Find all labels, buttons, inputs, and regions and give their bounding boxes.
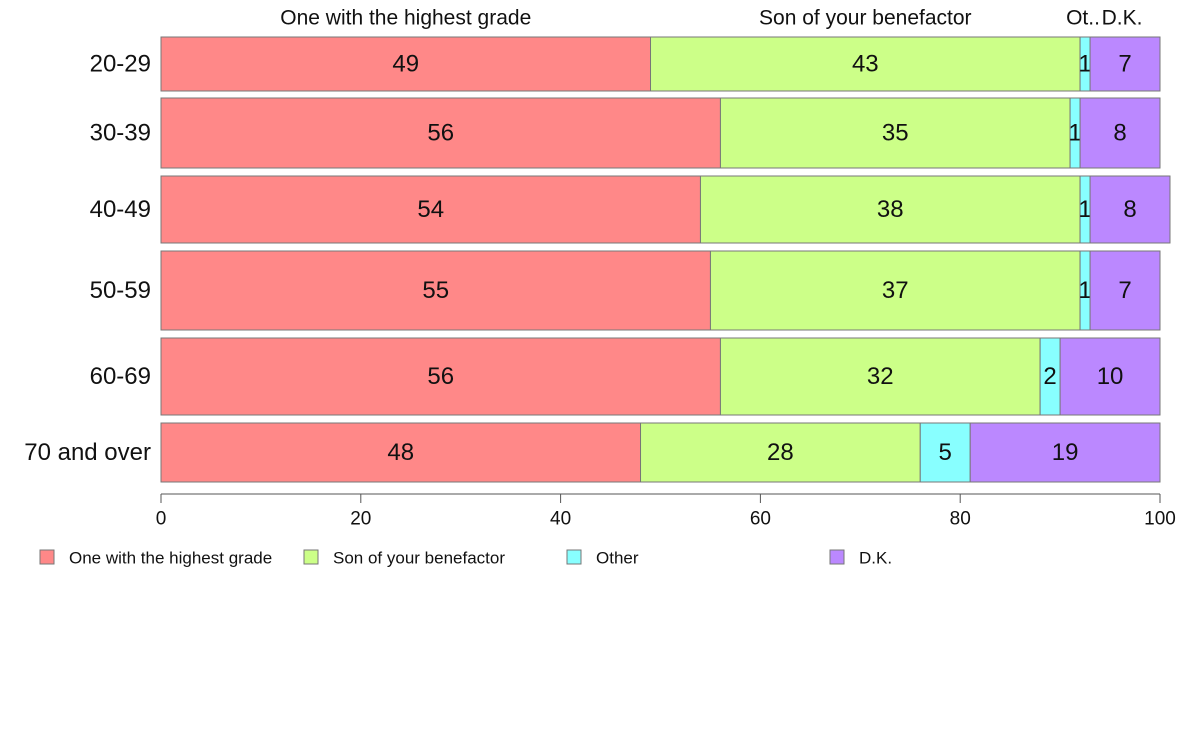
bar-segment (160, 422, 642, 483)
x-tick-label: 80 (950, 509, 971, 530)
bar-segment (969, 422, 1161, 483)
legend-swatch (39, 549, 55, 565)
bar-segment (160, 97, 721, 169)
data-label: 1 (1078, 196, 1091, 223)
category-label: 70 and over (24, 439, 151, 466)
data-label: 43 (852, 51, 879, 78)
data-label: 38 (877, 196, 904, 223)
legend-swatch (303, 549, 319, 565)
bar-segment (160, 175, 701, 244)
bar-segment (160, 250, 711, 331)
data-label: 1 (1078, 277, 1091, 304)
series-top-label: D.K. (1102, 7, 1143, 30)
legend-label: D.K. (859, 549, 892, 568)
legend-swatch (566, 549, 582, 565)
data-label: 56 (427, 120, 454, 147)
data-label: 8 (1113, 120, 1126, 147)
data-label: 56 (427, 363, 454, 390)
x-tick-label: 0 (156, 509, 167, 530)
bar-segment (1089, 250, 1161, 331)
category-label: 50-59 (90, 277, 151, 304)
category-labels: 20-29 30-39 40-49 50-59 60-69 70 and over (24, 51, 151, 467)
legend-label: Son of your benefactor (333, 549, 505, 568)
data-label: 10 (1097, 363, 1124, 390)
data-label: 49 (392, 51, 419, 78)
data-label: 7 (1118, 51, 1131, 78)
x-tick-label: 100 (1144, 509, 1176, 530)
bar-segment (719, 337, 1041, 416)
data-label: 7 (1118, 277, 1131, 304)
data-label: 8 (1123, 196, 1136, 223)
legend: One with the highest grade Son of your be… (39, 549, 892, 568)
data-label: 35 (882, 120, 909, 147)
bar-segment (160, 337, 721, 416)
category-label: 40-49 (90, 196, 151, 223)
bar-segment (709, 250, 1081, 331)
bar-segment (650, 36, 1081, 92)
bar-segment (1059, 337, 1161, 416)
category-label: 30-39 (90, 120, 151, 147)
data-label: 48 (387, 439, 414, 466)
x-tick-label: 60 (750, 509, 771, 530)
data-label: 54 (417, 196, 444, 223)
bar-segment (1089, 175, 1171, 244)
series-top-label: Son of your benefactor (759, 7, 971, 30)
bar-segment (719, 97, 1071, 169)
top-series-labels: One with the highest grade Son of your be… (280, 7, 1142, 30)
data-label: 1 (1078, 51, 1091, 78)
data-label: 28 (767, 439, 794, 466)
category-label: 60-69 (90, 363, 151, 390)
data-label: 55 (422, 277, 449, 304)
data-label: 37 (882, 277, 909, 304)
series-top-label: One with the highest grade (280, 7, 531, 30)
legend-swatch (829, 549, 845, 565)
bar-segment (699, 175, 1081, 244)
data-label: 32 (867, 363, 894, 390)
data-label: 5 (939, 439, 952, 466)
series-top-label: Ot.. (1066, 7, 1100, 30)
data-label: 2 (1043, 363, 1056, 390)
bar-segment (1079, 97, 1161, 169)
bar-segment (160, 36, 652, 92)
category-label: 20-29 (90, 51, 151, 78)
data-label: 19 (1052, 439, 1079, 466)
bar-segment (640, 422, 921, 483)
legend-label: Other (596, 549, 639, 568)
data-label: 1 (1068, 120, 1081, 147)
x-tick-label: 40 (550, 509, 571, 530)
bar-segment (1089, 36, 1161, 92)
legend-label: One with the highest grade (69, 549, 272, 568)
x-tick-label: 20 (350, 509, 371, 530)
x-axis: 0 20 40 60 80 100 (156, 493, 1176, 530)
